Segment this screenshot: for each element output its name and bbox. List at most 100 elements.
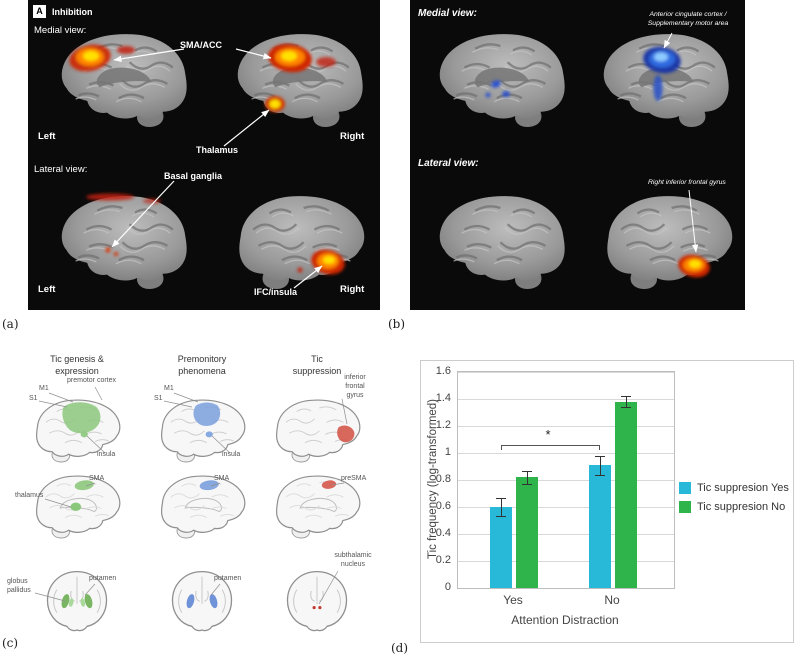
legend-item: Tic suppresion Yes xyxy=(679,482,789,494)
plot-area: * xyxy=(457,371,675,589)
error-bar-cap xyxy=(621,396,631,398)
y-tick-label: 1.2 xyxy=(435,419,451,431)
x-axis-title: Attention Distraction xyxy=(511,613,619,627)
medial-view-label: Medial view: xyxy=(34,25,87,36)
panel-a-title: Inhibition xyxy=(52,7,93,17)
bar-no-cyan xyxy=(589,465,611,588)
y-tick-label: 1.6 xyxy=(435,365,451,377)
panel-c-brain-graphic xyxy=(34,386,400,644)
left-label-medial: Left xyxy=(38,131,56,142)
bar-yes-cyan xyxy=(490,507,512,588)
y-tick-label: 0.2 xyxy=(435,554,451,566)
legend-swatch xyxy=(679,501,691,513)
panel-a: A Inhibition Medial view: SMA/ACC Left R… xyxy=(28,0,380,310)
header-line: expression xyxy=(55,365,99,376)
panel-a-arrows xyxy=(111,48,323,289)
error-bar-cap xyxy=(496,497,506,499)
error-bar xyxy=(500,497,502,517)
caption-b: (b) xyxy=(388,317,406,331)
column-header-premonitory: Premonitory phenomena xyxy=(147,354,257,377)
s1-label: S1 xyxy=(29,395,38,402)
sma-acc-label: SMA/ACC xyxy=(180,40,222,50)
gridline xyxy=(458,534,674,535)
y-tick-label: 1.4 xyxy=(435,392,451,404)
error-bar xyxy=(625,396,627,408)
gridline xyxy=(458,480,674,481)
panel-b-brain-graphic xyxy=(410,32,745,310)
header-line: Tic genesis & xyxy=(50,354,104,364)
header-line: Tic xyxy=(311,354,323,364)
column-header-tic-suppression: Tic suppression xyxy=(262,354,372,377)
inferior-frontal-gyrus-label: inferior frontal gyrus xyxy=(333,374,377,400)
globus-pallidus-label: globus pallidus xyxy=(7,578,31,596)
putamen-label: putamen xyxy=(89,575,117,582)
label-line: gyrus xyxy=(346,391,364,399)
left-label-lateral: Left xyxy=(38,284,56,295)
error-bar-cap xyxy=(522,484,532,486)
y-tick-label: 0 xyxy=(444,581,451,593)
legend-swatch xyxy=(679,482,691,494)
gridline xyxy=(458,561,674,562)
legend-label: Tic suppresion No xyxy=(697,501,786,513)
y-tick-label: 0.8 xyxy=(435,473,451,485)
error-bar-cap xyxy=(621,407,631,409)
y-tick-label: 0.6 xyxy=(435,500,451,512)
panel-c-connectors xyxy=(34,386,348,605)
right-label-medial: Right xyxy=(340,131,365,142)
error-bar-cap xyxy=(496,516,506,518)
label-line: pallidus xyxy=(7,586,31,594)
right-label-lateral: Right xyxy=(340,284,365,295)
gridline xyxy=(458,507,674,508)
column-header-tic-genesis: Tic genesis & expression xyxy=(22,354,132,377)
caption-d: (d) xyxy=(391,641,409,655)
insula-label: insula xyxy=(222,451,241,458)
caption-a: (a) xyxy=(2,317,19,331)
lateral-view-label: Lateral view: xyxy=(34,164,88,175)
thalamus-label: Thalamus xyxy=(196,145,239,155)
insula-label: insula xyxy=(97,451,116,458)
bar-no-green xyxy=(615,401,637,588)
basal-ganglia-label: Basal ganglia xyxy=(164,171,223,181)
ifc-insula-label: IFC/insula xyxy=(254,287,298,297)
legend-item: Tic suppresion No xyxy=(679,501,789,513)
putamen-label: putamen xyxy=(214,575,242,582)
s1-label: S1 xyxy=(154,395,163,402)
error-bar-cap xyxy=(595,455,605,457)
significance-bracket xyxy=(501,444,600,446)
error-bar-cap xyxy=(522,470,532,472)
lateral-view-label: Lateral view: xyxy=(418,158,479,169)
x-category-label: No xyxy=(604,593,620,607)
label-line: globus xyxy=(7,578,28,585)
m1-label: M1 xyxy=(39,385,49,392)
presma-label: preSMA xyxy=(341,475,367,482)
acc-sma-annotation-line1: Anterior cingulate cortex / xyxy=(649,11,727,18)
label-line: subthalamic xyxy=(334,552,372,559)
x-category-label: Yes xyxy=(503,593,523,607)
panel-a-tag: A xyxy=(33,5,46,18)
bar-yes-green xyxy=(516,477,538,588)
gridline xyxy=(458,399,674,400)
medial-view-label: Medial view: xyxy=(418,8,477,19)
label-line: inferior xyxy=(344,374,366,381)
sma-label: SMA xyxy=(89,475,105,482)
panel-a-brain-graphic xyxy=(28,0,380,310)
significance-bracket-end xyxy=(599,444,600,450)
error-bar xyxy=(599,455,601,475)
sma-label: SMA xyxy=(214,475,230,482)
rifg-annotation: Right inferior frontal gyrus xyxy=(648,179,726,186)
significance-bracket-end xyxy=(501,444,502,450)
panel-b: Medial view: Anterior cingulate cortex /… xyxy=(410,0,745,310)
gridline xyxy=(458,426,674,427)
label-line: nucleus xyxy=(340,560,366,568)
acc-sma-annotation-line2: Supplementary motor area xyxy=(647,20,729,28)
acc-sma-annotation: Anterior cingulate cortex / Supplementar… xyxy=(632,10,744,28)
error-bar-cap xyxy=(595,474,605,476)
error-bar xyxy=(526,470,528,485)
panel-b-arrows xyxy=(663,32,699,253)
y-tick-label: 1 xyxy=(444,446,451,458)
gridline xyxy=(458,453,674,454)
y-tick-label: 0.4 xyxy=(435,527,451,539)
thalamus-label: thalamus xyxy=(15,492,44,499)
subthalamic-nucleus-label: subthalamic nucleus xyxy=(327,552,379,570)
